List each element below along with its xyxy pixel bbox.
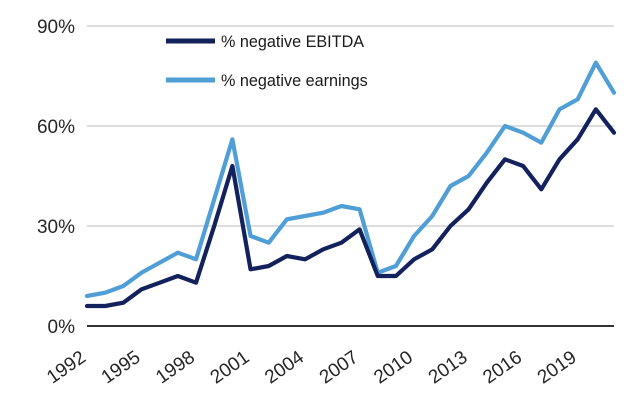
svg-text:60%: 60%	[37, 117, 75, 138]
svg-text:2016: 2016	[479, 347, 526, 388]
svg-text:2007: 2007	[316, 347, 363, 388]
svg-text:2019: 2019	[534, 347, 581, 388]
svg-text:2010: 2010	[370, 347, 417, 388]
svg-text:30%: 30%	[37, 217, 75, 238]
svg-text:% negative EBITDA: % negative EBITDA	[221, 33, 364, 51]
svg-text:1998: 1998	[152, 347, 199, 388]
svg-text:2004: 2004	[261, 347, 308, 389]
svg-text:0%: 0%	[48, 317, 76, 338]
svg-text:% negative earnings: % negative earnings	[221, 72, 368, 90]
svg-text:90%: 90%	[37, 17, 75, 38]
svg-text:2013: 2013	[425, 347, 472, 388]
svg-text:2001: 2001	[207, 347, 254, 388]
svg-text:1995: 1995	[98, 347, 145, 388]
svg-text:1992: 1992	[43, 347, 90, 388]
